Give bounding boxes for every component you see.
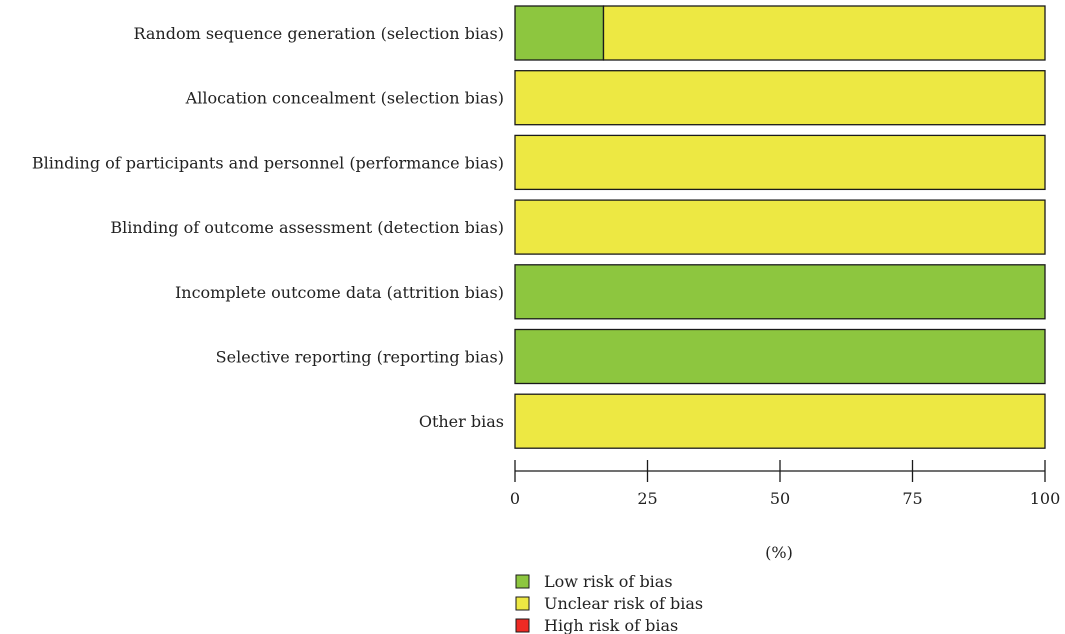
bar-segment-7-series-2 — [514, 393, 1046, 449]
bar-segment-3-series-2 — [514, 134, 1046, 191]
bar-segment-5-series-1 — [514, 264, 1046, 320]
x-axis: 0 25 50 75 100 — [510, 460, 1060, 508]
bar-segment-2-series-2 — [514, 70, 1046, 126]
x-tick-label: 75 — [902, 489, 922, 508]
category-label: Blinding of participants and personnel (… — [32, 153, 504, 172]
category-label: Incomplete outcome data (attrition bias) — [175, 283, 504, 302]
legend-label: Unclear risk of bias — [544, 594, 703, 613]
bar-segment-6-series-1 — [514, 328, 1046, 385]
x-axis-label: (%) — [765, 543, 793, 562]
bar-segment-1-series-1 — [514, 5, 605, 61]
bar-segment-1-series-2 — [602, 5, 1046, 61]
category-label: Selective reporting (reporting bias) — [216, 348, 504, 367]
x-tick-label: 50 — [770, 489, 790, 508]
category-label: Blinding of outcome assessment (detectio… — [110, 218, 504, 237]
category-label: Random sequence generation (selection bi… — [133, 24, 504, 43]
category-labels: Random sequence generation (selection bi… — [32, 24, 504, 431]
bar-segment-4-series-2 — [514, 199, 1046, 255]
legend-swatch — [515, 618, 530, 633]
legend-label: Low risk of bias — [544, 572, 673, 591]
category-label: Other bias — [419, 412, 504, 431]
x-tick-label: 100 — [1030, 489, 1061, 508]
legend: Low risk of bias Unclear risk of bias High… — [515, 572, 703, 634]
legend-swatch — [515, 574, 530, 589]
x-tick-label: 0 — [510, 489, 520, 508]
x-tick-label: 25 — [637, 489, 657, 508]
category-label: Allocation concealment (selection bias) — [185, 89, 504, 108]
legend-label: High risk of bias — [544, 616, 678, 634]
bars-group — [514, 5, 1046, 449]
legend-swatch — [515, 596, 530, 611]
